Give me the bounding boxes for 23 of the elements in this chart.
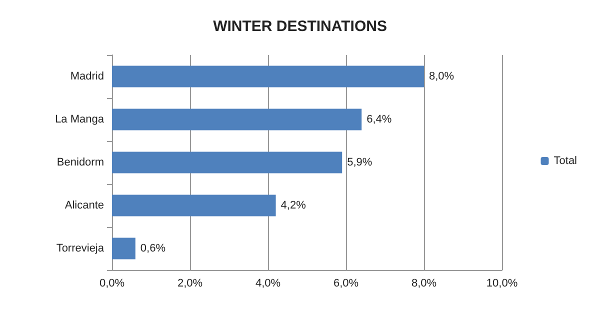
x-tick-label: 6,0% <box>333 278 359 290</box>
x-tick-label: 8,0% <box>411 278 437 290</box>
x-tick-label: 2,0% <box>177 278 203 290</box>
bar <box>112 194 276 216</box>
bar <box>112 238 136 260</box>
bar <box>112 152 342 174</box>
data-label: 8,0% <box>429 70 454 82</box>
data-label: 0,6% <box>140 242 166 254</box>
bar <box>112 108 362 130</box>
data-label: 4,2% <box>280 200 306 212</box>
chart-title: WINTER DESTINATIONS <box>213 18 387 35</box>
x-tick-label: 4,0% <box>255 278 281 290</box>
y-tick-label: Alicante <box>64 200 104 212</box>
y-tick-label: La Manga <box>55 114 105 126</box>
data-label: 6,4% <box>366 114 392 126</box>
bar <box>112 66 424 88</box>
y-tick-label: Torrevieja <box>56 242 105 254</box>
y-tick-label: Madrid <box>70 70 104 82</box>
data-label: 5,9% <box>347 156 372 168</box>
legend-label: Total <box>554 155 578 167</box>
x-tick-label: 0,0% <box>99 278 125 290</box>
x-tick-label: 10,0% <box>486 278 518 290</box>
y-tick-label: Benidorm <box>56 156 104 168</box>
